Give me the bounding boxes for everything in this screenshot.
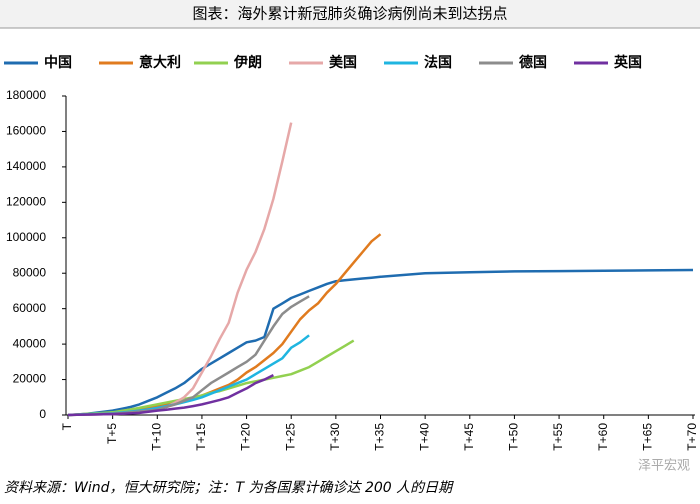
legend-label: 伊朗 — [233, 54, 262, 71]
y-tick-label: 80000 — [13, 265, 47, 279]
y-tick-label: 180000 — [6, 88, 46, 102]
chart-title: 图表：海外累计新冠肺炎确诊病例尚未到达拐点 — [192, 5, 507, 23]
x-tick-label: T+60 — [596, 423, 610, 451]
x-tick-label: T+45 — [462, 423, 476, 451]
x-tick-label: T+65 — [641, 423, 655, 451]
x-tick-label: T+50 — [507, 423, 521, 451]
y-tick-label: 20000 — [13, 372, 47, 386]
x-tick-label: T+5 — [105, 423, 119, 444]
series-line — [67, 373, 274, 417]
x-tick-label: T+70 — [685, 423, 699, 451]
x-tick-label: T+40 — [417, 423, 431, 451]
watermark: 泽平宏观 — [638, 459, 690, 474]
x-tick-label: T+25 — [283, 423, 297, 451]
x-tick-label: T+30 — [328, 423, 342, 451]
x-tick-label: T+15 — [194, 423, 208, 451]
legend-label: 中国 — [44, 54, 72, 71]
legend-label: 德国 — [519, 54, 547, 71]
legend-label: 意大利 — [139, 54, 181, 71]
series-line — [67, 339, 355, 417]
y-tick-label: 120000 — [6, 195, 46, 209]
x-tick-label: T+20 — [239, 423, 253, 451]
legend-label: 美国 — [329, 54, 357, 71]
legend-label: 英国 — [613, 54, 642, 71]
title-band — [0, 0, 700, 28]
source-note: 资料来源：Wind，恒大研究院；注：T 为各国累计确诊达 200 人的日期 — [4, 480, 454, 496]
y-tick-label: 160000 — [6, 124, 46, 138]
x-tick-label: T+55 — [551, 423, 565, 451]
y-tick-label: 140000 — [6, 159, 46, 173]
series-line — [67, 122, 293, 417]
y-tick-label: 100000 — [6, 230, 46, 244]
legend-label: 法国 — [424, 54, 452, 71]
x-tick-label: T+35 — [373, 423, 387, 451]
x-tick-label: T — [60, 422, 74, 430]
y-tick-label: 0 — [39, 407, 46, 421]
y-tick-label: 60000 — [13, 301, 47, 315]
x-tick-label: T+10 — [149, 423, 163, 451]
y-tick-label: 40000 — [13, 336, 47, 350]
series-line — [67, 268, 694, 417]
